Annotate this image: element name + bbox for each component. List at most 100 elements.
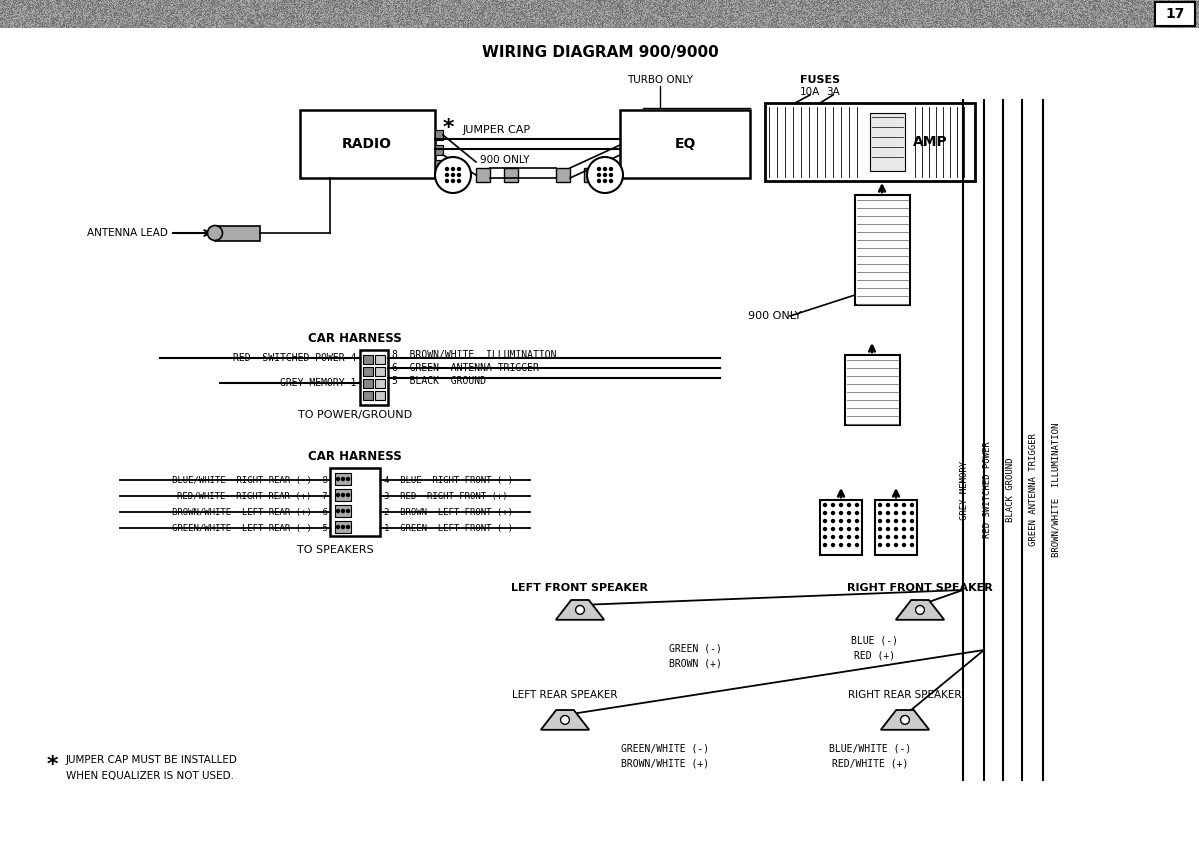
Circle shape [856, 528, 858, 530]
Circle shape [848, 544, 850, 546]
Circle shape [603, 174, 607, 176]
Circle shape [903, 535, 905, 539]
Bar [335, 521, 351, 533]
Bar [215, 226, 260, 241]
Circle shape [848, 528, 850, 530]
Circle shape [903, 544, 905, 546]
Circle shape [603, 180, 607, 182]
Circle shape [609, 168, 613, 170]
Text: EQ: EQ [674, 137, 695, 151]
Text: RED/WHITE (+): RED/WHITE (+) [832, 758, 908, 768]
Circle shape [910, 535, 914, 539]
Text: 5  BLACK  GROUND: 5 BLACK GROUND [392, 376, 486, 386]
Circle shape [831, 528, 835, 530]
Circle shape [458, 174, 460, 176]
Polygon shape [556, 600, 604, 620]
Circle shape [910, 503, 914, 507]
Bar [375, 367, 385, 376]
Circle shape [903, 519, 905, 523]
Text: BROWN/WHITE  ILLUMINATION: BROWN/WHITE ILLUMINATION [1052, 423, 1061, 557]
Bar [820, 500, 862, 555]
Text: RED SWITCHED POWER: RED SWITCHED POWER [983, 441, 992, 539]
Bar [375, 391, 385, 400]
Text: WHEN EQUALIZER IS NOT USED.: WHEN EQUALIZER IS NOT USED. [66, 771, 234, 781]
Circle shape [839, 535, 843, 539]
Text: BLUE (-): BLUE (-) [851, 635, 898, 645]
Circle shape [597, 168, 601, 170]
Circle shape [903, 503, 905, 507]
Circle shape [900, 716, 909, 724]
Circle shape [435, 157, 471, 193]
Bar [875, 500, 917, 555]
Circle shape [824, 503, 826, 507]
Text: CAR HARNESS: CAR HARNESS [308, 331, 402, 345]
Text: 17: 17 [1165, 7, 1185, 21]
Circle shape [561, 716, 570, 724]
Circle shape [848, 535, 850, 539]
Circle shape [831, 535, 835, 539]
Circle shape [452, 174, 454, 176]
Circle shape [894, 503, 898, 507]
Circle shape [848, 503, 850, 507]
Text: RIGHT REAR SPEAKER: RIGHT REAR SPEAKER [848, 690, 962, 700]
Circle shape [910, 519, 914, 523]
Bar [330, 468, 380, 536]
Circle shape [446, 168, 448, 170]
Circle shape [452, 168, 454, 170]
Circle shape [458, 180, 460, 182]
Circle shape [886, 503, 890, 507]
Circle shape [337, 510, 339, 512]
Circle shape [886, 519, 890, 523]
Bar [584, 168, 598, 182]
Bar [300, 110, 435, 178]
Bar [335, 505, 351, 517]
Circle shape [337, 525, 339, 529]
Circle shape [894, 535, 898, 539]
Text: TO SPEAKERS: TO SPEAKERS [296, 545, 373, 555]
Circle shape [342, 494, 344, 496]
Circle shape [886, 512, 890, 514]
Text: TO POWER/GROUND: TO POWER/GROUND [297, 410, 412, 420]
Text: GREY MEMORY 1: GREY MEMORY 1 [279, 378, 356, 388]
Text: GREEN/WHITE (-): GREEN/WHITE (-) [621, 743, 709, 753]
Polygon shape [541, 710, 589, 730]
Text: 10A: 10A [800, 87, 820, 97]
Text: LEFT FRONT SPEAKER: LEFT FRONT SPEAKER [512, 583, 649, 593]
Circle shape [910, 528, 914, 530]
Polygon shape [896, 600, 944, 620]
Bar [360, 350, 388, 405]
Text: RIGHT FRONT SPEAKER: RIGHT FRONT SPEAKER [848, 583, 993, 593]
Text: GREEN/WHITE  LEFT REAR (-)  5: GREEN/WHITE LEFT REAR (-) 5 [173, 523, 329, 533]
Text: GREEN ANTENNA TRIGGER: GREEN ANTENNA TRIGGER [1029, 434, 1038, 546]
Circle shape [597, 174, 601, 176]
Circle shape [886, 535, 890, 539]
Circle shape [347, 478, 349, 480]
Circle shape [342, 525, 344, 529]
Circle shape [824, 535, 826, 539]
Text: CAR HARNESS: CAR HARNESS [308, 450, 402, 462]
Bar [335, 473, 351, 485]
Bar [435, 130, 442, 140]
Bar [476, 168, 490, 182]
Circle shape [856, 535, 858, 539]
Circle shape [576, 606, 584, 614]
Bar [845, 355, 900, 425]
Bar [765, 103, 975, 181]
Text: JUMPER CAP: JUMPER CAP [463, 125, 531, 135]
Text: 2  BROWN  LEFT FRONT (+): 2 BROWN LEFT FRONT (+) [384, 507, 513, 517]
Circle shape [879, 535, 881, 539]
Circle shape [879, 512, 881, 514]
Text: JUMPER CAP MUST BE INSTALLED: JUMPER CAP MUST BE INSTALLED [66, 755, 237, 765]
Text: 900 ONLY: 900 ONLY [481, 155, 530, 165]
Text: 900 ONLY: 900 ONLY [748, 311, 801, 321]
Circle shape [903, 512, 905, 514]
Text: GREEN (-): GREEN (-) [669, 643, 722, 653]
Circle shape [603, 168, 607, 170]
Text: AMP: AMP [912, 135, 947, 149]
Text: ANTENNA LEAD: ANTENNA LEAD [88, 228, 168, 238]
Circle shape [839, 503, 843, 507]
Circle shape [894, 544, 898, 546]
Circle shape [879, 544, 881, 546]
Circle shape [856, 503, 858, 507]
Circle shape [916, 606, 924, 614]
